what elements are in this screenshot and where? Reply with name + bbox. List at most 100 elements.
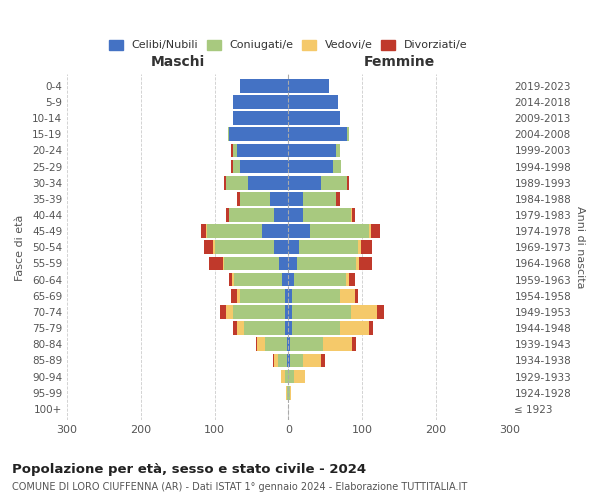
Bar — [332, 160, 341, 173]
Bar — [297, 256, 356, 270]
Bar — [248, 176, 288, 190]
Bar — [236, 144, 288, 158]
Bar — [292, 289, 340, 302]
Bar — [371, 224, 380, 238]
Y-axis label: Fasce di età: Fasce di età — [15, 214, 25, 280]
Bar — [215, 240, 274, 254]
Bar — [287, 338, 288, 351]
Bar — [287, 386, 288, 400]
Bar — [270, 192, 288, 205]
Bar — [351, 208, 352, 222]
Bar — [226, 176, 248, 190]
Bar — [288, 224, 310, 238]
Bar — [336, 192, 340, 205]
Bar — [303, 192, 336, 205]
Y-axis label: Anni di nascita: Anni di nascita — [575, 206, 585, 288]
Bar — [283, 273, 288, 286]
Bar — [349, 273, 355, 286]
Bar — [235, 273, 283, 286]
Bar — [280, 256, 288, 270]
Bar — [233, 95, 288, 109]
Bar — [288, 338, 290, 351]
Bar — [290, 386, 291, 400]
Bar — [303, 208, 351, 222]
Bar — [303, 354, 322, 367]
Bar — [233, 144, 236, 158]
Bar — [299, 240, 358, 254]
Legend: Celibi/Nubili, Coniugati/e, Vedovi/e, Divorziati/e: Celibi/Nubili, Coniugati/e, Vedovi/e, Di… — [105, 35, 472, 55]
Bar — [361, 240, 371, 254]
Bar — [213, 240, 215, 254]
Bar — [290, 338, 323, 351]
Text: Femmine: Femmine — [363, 55, 434, 69]
Bar — [229, 128, 288, 141]
Bar — [292, 321, 340, 335]
Bar — [340, 289, 355, 302]
Bar — [200, 224, 206, 238]
Bar — [347, 176, 349, 190]
Bar — [233, 160, 241, 173]
Bar — [241, 192, 270, 205]
Bar — [236, 192, 241, 205]
Bar — [236, 321, 244, 335]
Bar — [336, 144, 340, 158]
Bar — [278, 354, 287, 367]
Bar — [224, 176, 226, 190]
Bar — [355, 289, 358, 302]
Bar — [241, 289, 284, 302]
Bar — [241, 160, 288, 173]
Bar — [284, 305, 288, 319]
Bar — [294, 370, 305, 384]
Bar — [223, 256, 224, 270]
Bar — [224, 256, 280, 270]
Bar — [229, 208, 274, 222]
Bar — [274, 354, 278, 367]
Bar — [288, 321, 292, 335]
Bar — [292, 305, 351, 319]
Bar — [284, 289, 288, 302]
Bar — [370, 224, 371, 238]
Bar — [294, 273, 346, 286]
Bar — [256, 338, 257, 351]
Bar — [231, 289, 236, 302]
Bar — [232, 273, 235, 286]
Bar — [377, 305, 384, 319]
Bar — [209, 256, 223, 270]
Bar — [288, 289, 292, 302]
Bar — [236, 289, 241, 302]
Bar — [241, 79, 288, 92]
Bar — [284, 321, 288, 335]
Text: Popolazione per età, sesso e stato civile - 2024: Popolazione per età, sesso e stato civil… — [12, 462, 366, 475]
Bar — [347, 128, 349, 141]
Bar — [288, 128, 347, 141]
Bar — [274, 208, 288, 222]
Bar — [226, 208, 229, 222]
Bar — [207, 224, 262, 238]
Bar — [288, 95, 338, 109]
Bar — [310, 224, 370, 238]
Bar — [288, 305, 292, 319]
Bar — [220, 305, 226, 319]
Bar — [232, 144, 233, 158]
Bar — [288, 160, 332, 173]
Bar — [229, 273, 232, 286]
Bar — [226, 305, 233, 319]
Bar — [288, 208, 303, 222]
Bar — [287, 354, 288, 367]
Bar — [352, 338, 356, 351]
Bar — [323, 338, 352, 351]
Bar — [204, 240, 213, 254]
Bar — [288, 273, 294, 286]
Bar — [288, 192, 303, 205]
Bar — [340, 321, 370, 335]
Bar — [288, 176, 322, 190]
Bar — [233, 321, 236, 335]
Bar — [322, 354, 325, 367]
Bar — [284, 370, 288, 384]
Bar — [228, 128, 229, 141]
Bar — [288, 256, 297, 270]
Bar — [232, 160, 233, 173]
Bar — [322, 176, 347, 190]
Bar — [352, 208, 355, 222]
Bar — [288, 354, 290, 367]
